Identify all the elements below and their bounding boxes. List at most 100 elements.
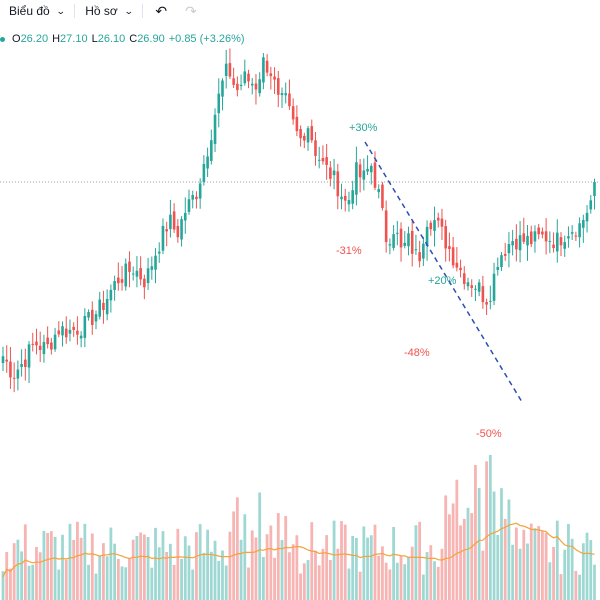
volume-bar [418, 521, 422, 600]
candle-body [325, 157, 328, 165]
volume-bar [31, 564, 35, 600]
volume-bar [563, 549, 567, 600]
candle-body [150, 266, 154, 270]
candle-body [347, 200, 351, 205]
candle-body [31, 343, 35, 345]
volume-bars [1, 455, 596, 600]
dashed-trendline [364, 141, 523, 403]
open-label: O [12, 33, 21, 45]
volume-bar [395, 562, 399, 600]
candle-body [53, 334, 57, 350]
volume-bar [142, 534, 146, 600]
candle-body [87, 311, 90, 318]
volume-bar [265, 534, 269, 600]
annotation-label: +30% [349, 122, 378, 134]
candle-body [113, 281, 116, 290]
trendline[interactable] [364, 141, 523, 403]
candle-body [366, 168, 369, 172]
candle-body [198, 183, 202, 199]
volume-bar [585, 532, 589, 600]
candle-body [466, 282, 470, 287]
candle-body [340, 196, 343, 200]
volume-bar [306, 560, 310, 600]
status-dot [0, 36, 5, 42]
candle-body [351, 190, 354, 204]
volume-bar [325, 535, 329, 600]
candle-body [381, 184, 384, 208]
volume-bar [559, 574, 563, 600]
candle-body [262, 57, 265, 83]
volume-bar [522, 529, 526, 600]
volume-bar [466, 507, 470, 600]
chevron-down-icon: ⌄ [55, 5, 66, 16]
volume-bar [593, 564, 596, 600]
candle-body [306, 128, 310, 143]
candle-body [533, 231, 537, 242]
chart-menu-button[interactable]: Biểu đồ ⌄ [9, 0, 66, 22]
candle-body [410, 230, 414, 254]
candle-body [265, 60, 269, 73]
volume-bar [403, 564, 407, 600]
candle-body [273, 76, 276, 80]
redo-icon[interactable]: ↷ [185, 2, 197, 19]
volume-bar [38, 552, 42, 600]
volume-bar [198, 524, 202, 600]
candle-body [492, 273, 496, 301]
volume-bar [407, 556, 410, 600]
annotations: +30% -31% +20% -48% -50% [336, 122, 502, 440]
annotation-label: -31% [336, 245, 362, 257]
candle-body [555, 232, 559, 252]
volume-bar [247, 567, 250, 600]
volume-bar [131, 539, 135, 600]
volume-bar [321, 548, 325, 600]
candle-body [396, 232, 399, 234]
volume-bar [76, 521, 79, 600]
volume-bar [221, 550, 224, 600]
volume-bar [128, 558, 131, 600]
volume-bar [373, 524, 377, 600]
volume-bar [209, 551, 213, 600]
volume-bar [384, 562, 388, 600]
volume-bar [570, 538, 574, 600]
volume-bar [42, 530, 46, 600]
candle-body [474, 288, 477, 290]
candle-body [98, 299, 102, 317]
volume-bar [120, 566, 124, 600]
candle-body [440, 218, 444, 227]
volume-bar [61, 534, 64, 600]
volume-bar [90, 533, 94, 600]
volume-bar [161, 531, 165, 600]
volume-bar [507, 499, 511, 600]
volume-bar [518, 548, 522, 600]
candle-body [250, 83, 254, 86]
candle-body [213, 114, 217, 144]
volume-bar [578, 574, 581, 600]
candle-body [183, 212, 187, 221]
volume-bar [109, 527, 113, 600]
candle-body [90, 309, 94, 326]
undo-icon[interactable]: ↶ [155, 2, 168, 19]
candle-body [522, 233, 526, 242]
candle-body [146, 268, 150, 284]
volume-bar [332, 520, 336, 600]
candle-body [552, 244, 555, 249]
candle-body [314, 140, 317, 156]
volume-bar [336, 548, 340, 600]
candle-body [515, 238, 518, 250]
volume-bar [533, 528, 537, 600]
candle-body [399, 228, 403, 248]
volume-bar [358, 571, 362, 600]
volume-bar [139, 532, 143, 600]
volume-bar [202, 552, 206, 600]
profile-menu-button[interactable]: Hồ sơ ⌄ [85, 0, 133, 22]
volume-bar [381, 546, 384, 600]
volume-bar [589, 540, 593, 600]
volume-bar [250, 530, 254, 600]
candle-body [418, 252, 421, 262]
chart-menu-label: Biểu đồ [9, 4, 50, 18]
volume-bar [429, 545, 433, 600]
candle-body [526, 235, 529, 246]
candle-body [422, 243, 425, 259]
volume-bar [448, 514, 451, 600]
